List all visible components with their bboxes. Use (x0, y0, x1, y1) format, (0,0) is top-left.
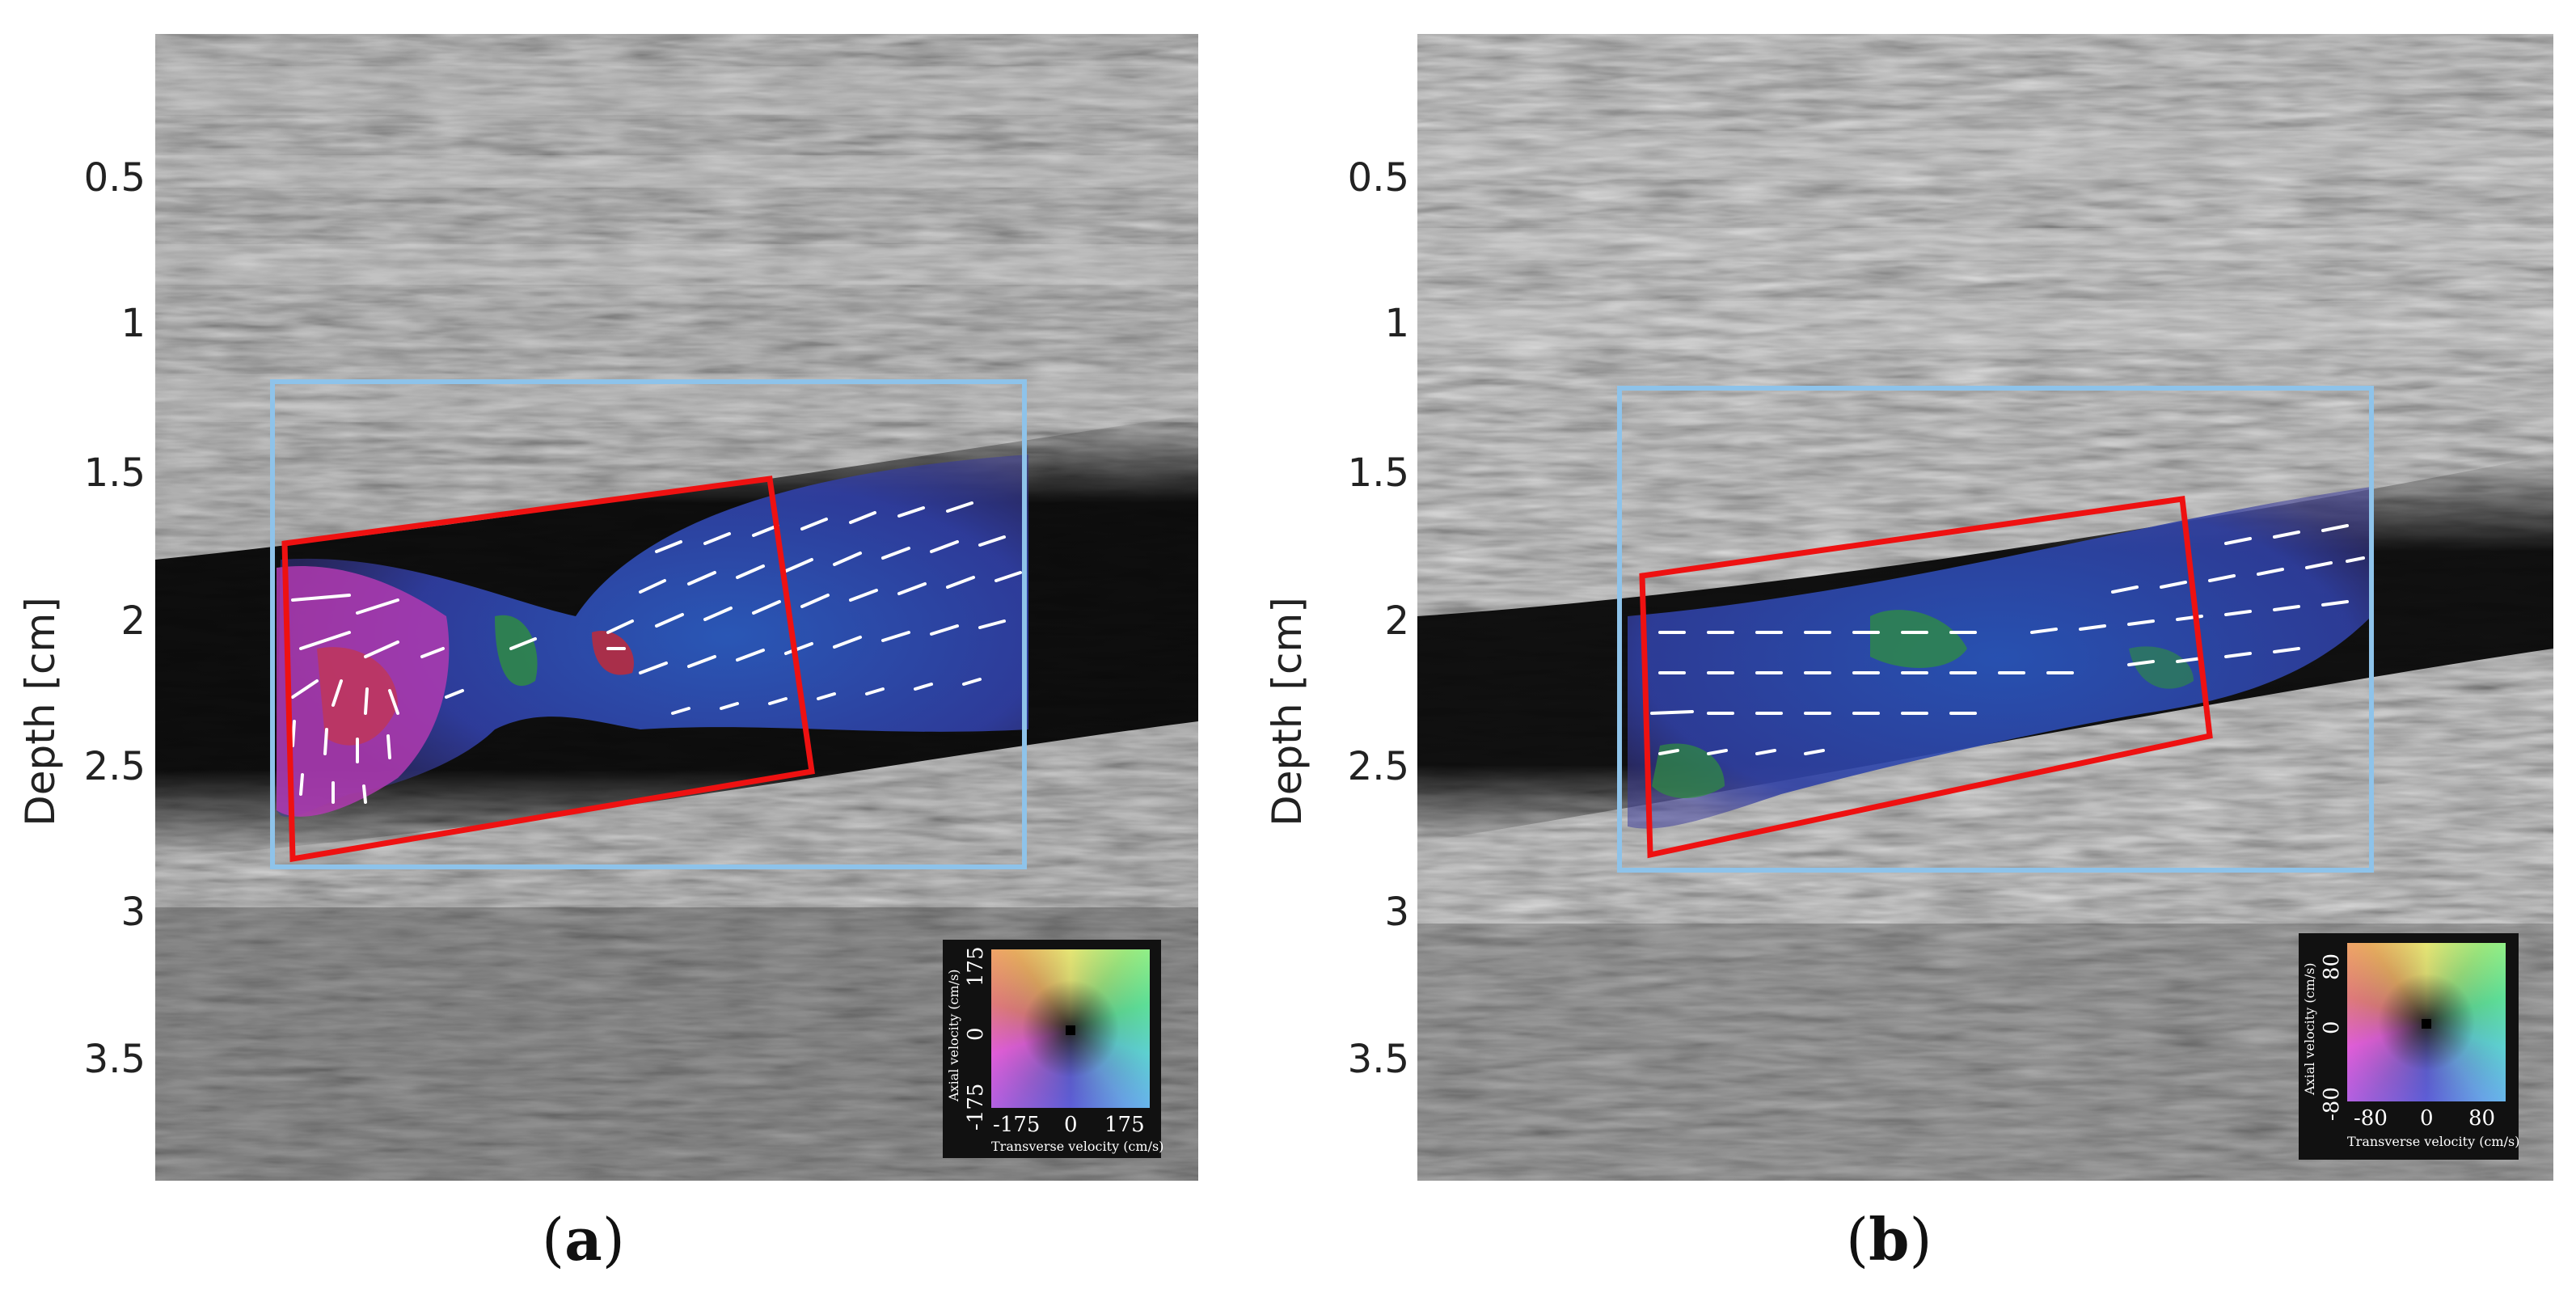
legend-x-tick: 0 (1064, 1113, 1078, 1137)
caption-letter: a (564, 1205, 602, 1274)
legend-y-label: Axial velocity (cm/s) (946, 969, 961, 1101)
beam-region (281, 476, 815, 863)
caption-paren-open: ( (542, 1206, 565, 1274)
legend-x-tick: 0 (2420, 1106, 2434, 1131)
legend-y-tick: -80 (2320, 1087, 2344, 1121)
legend-center-marker (1066, 1025, 1075, 1035)
legend-center-marker (2422, 1019, 2431, 1029)
legend-y-tick: -175 (964, 1083, 988, 1131)
panel-caption: (b) (1846, 1205, 1932, 1274)
y-tick: 1.5 (1347, 450, 1409, 496)
ultrasound-image: -80 0 80 Axial velocity (cm/s) -80 0 80 … (1417, 34, 2553, 1181)
caption-paren-close: ) (602, 1206, 625, 1274)
beam-region (1639, 496, 2213, 859)
legend-y-label: Axial velocity (cm/s) (2302, 962, 2317, 1095)
y-tick: 1.5 (83, 450, 146, 496)
roi-box (1617, 386, 2374, 873)
y-tick: 3.5 (1347, 1037, 1409, 1082)
y-axis-title: Depth [cm] (1264, 597, 1311, 826)
y-tick: 3 (120, 890, 146, 935)
legend-x-label: Transverse velocity (cm/s) (991, 1139, 1164, 1154)
caption-paren-open: ( (1846, 1206, 1869, 1274)
velocity-vectors (1650, 524, 2365, 755)
legend-y-tick: 0 (964, 1027, 988, 1041)
panel-b: Depth [cm] 0.5 1 1.5 2 2.5 3 3.5 (1264, 0, 2576, 1302)
y-tick: 3 (1384, 890, 1409, 935)
roi-box (270, 379, 1027, 869)
legend-y-tick: 0 (2320, 1021, 2344, 1034)
y-tick: 0.5 (1347, 155, 1409, 201)
velocity-color-legend: -175 0 175 Axial velocity (cm/s) -175 0 … (943, 940, 1164, 1158)
panel-caption: (a) (542, 1205, 625, 1274)
ultrasound-frame (1417, 34, 2553, 1181)
velocity-vectors (291, 501, 1022, 804)
y-tick: 1 (120, 301, 146, 346)
velocity-color-legend: -80 0 80 Axial velocity (cm/s) -80 0 80 … (2299, 933, 2519, 1160)
legend-x-tick: -175 (993, 1113, 1041, 1137)
y-tick: 2 (120, 598, 146, 644)
caption-paren-close: ) (1909, 1206, 1932, 1274)
legend-y-tick: 80 (2320, 953, 2344, 980)
y-tick: 1 (1384, 301, 1409, 346)
y-tick: 2.5 (83, 744, 146, 789)
y-tick: 2.5 (1347, 744, 1409, 789)
legend-x-tick: -80 (2354, 1106, 2388, 1131)
legend-y-tick: 175 (964, 946, 988, 987)
legend-x-label: Transverse velocity (cm/s) (2347, 1134, 2520, 1149)
legend-x-tick: 175 (1104, 1113, 1145, 1137)
y-tick: 3.5 (83, 1037, 146, 1082)
y-tick: 2 (1384, 598, 1409, 644)
legend-x-tick: 80 (2468, 1106, 2496, 1131)
y-tick: 0.5 (83, 155, 146, 201)
ultrasound-image: -175 0 175 Axial velocity (cm/s) -175 0 … (155, 34, 1198, 1181)
caption-letter: b (1869, 1205, 1910, 1274)
panel-a: Depth [cm] 0.5 1 1.5 2 2.5 3 3.5 (17, 34, 1198, 1274)
